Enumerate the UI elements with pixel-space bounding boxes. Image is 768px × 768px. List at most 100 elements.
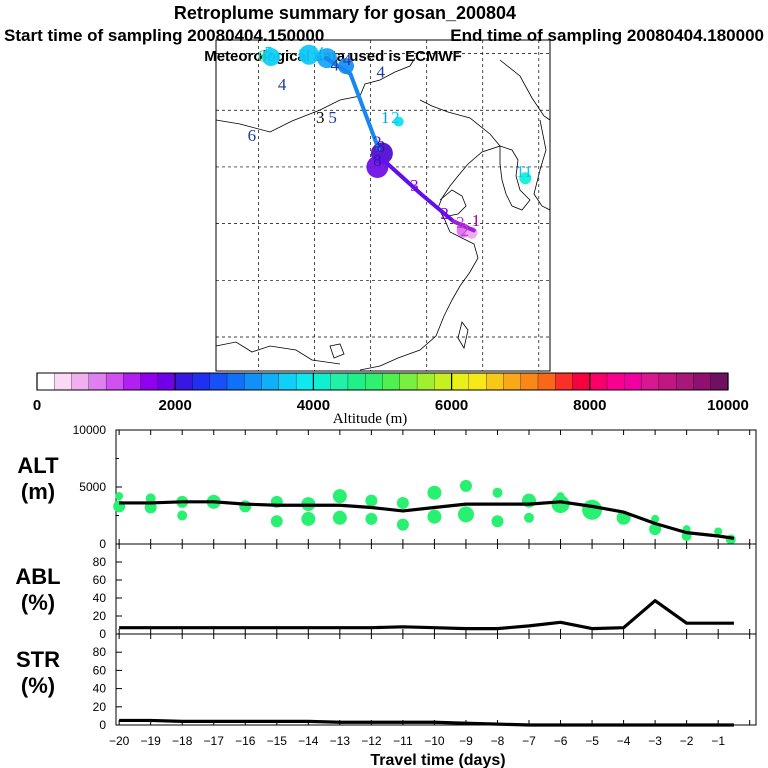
map-day-label: 1 [472,211,481,230]
colorbar-cell [434,372,453,391]
colorbar-tick-label: 10000 [707,397,749,414]
colorbar-cell [192,372,211,391]
map-day-label: 4 [316,43,325,62]
x-tick-label: −17 [204,734,225,748]
altitude-scatter-point [492,487,503,498]
colorbar-cell [416,372,435,391]
x-tick-label: −11 [393,734,413,748]
colorbar-cell [295,372,314,391]
colorbar-tick-label: 8000 [573,397,606,414]
map-day-label: 4 [331,56,340,75]
map-day-label: 3 [316,108,325,127]
plume-cluster-blob [299,44,320,65]
x-tick-label: −4 [617,734,631,748]
plume-cluster-blob [261,48,280,67]
altitude-scatter-point [396,518,409,531]
colorbar-cell [641,372,660,391]
abl-panel: 80 60 40 20 0 [93,543,757,641]
colorbar-cell [658,372,677,391]
russia-coast [499,59,551,121]
altitude-colorbar: 0 2000 4000 6000 8000 10000 Altitude (m) [33,372,749,427]
plume-cluster-blob [519,172,532,185]
alt-panel-unit: (m) [21,479,55,504]
map-day-label: 5 [264,43,273,62]
colorbar-cell [520,372,539,391]
alt-panel-label: ALT [17,453,59,478]
map-day-label: 3 [410,176,419,195]
colorbar-cell [157,372,176,391]
inland-border [215,341,341,365]
x-tick-label: −20 [109,734,130,748]
map-day-label: 11 [516,162,532,181]
start-time: Start time of sampling 20080404.150000 [4,26,324,45]
x-tick-label: −15 [267,734,288,748]
colorbar-cell [261,372,280,391]
altitude-scatter-point [491,515,504,528]
alt-y-tick-label: 0 [99,537,106,551]
altitude-scatter-point [365,512,378,525]
colorbar-cell [624,372,643,391]
colorbar-cell [710,372,729,391]
x-tick-label: −1 [711,734,725,748]
colorbar-cell [88,372,107,391]
x-tick-label: −13 [330,734,351,748]
colorbar-cell [606,372,625,391]
colorbar-cell [399,372,418,391]
map-day-label: 2 [456,213,465,232]
japan-coast [533,119,551,211]
str-y-tick-label: 0 [99,718,106,732]
altitude-scatter-point [115,492,124,501]
map-gridlines [216,40,550,371]
x-tick-label: −3 [648,734,662,748]
alt-series-line [119,500,735,540]
altitude-scatter-point [524,512,535,523]
colorbar-cell [71,372,90,391]
str-y-tick-label: 20 [93,700,107,714]
map-day-label: 2 [391,108,400,127]
x-tick-label: −6 [554,734,568,748]
str-panel-frame [115,633,757,726]
trajectory-segment-north [323,56,381,151]
x-tick-label: −16 [235,734,256,748]
colorbar-cell [278,372,297,391]
altitude-scatter-point [145,493,156,504]
str-panel-unit: (%) [21,673,55,698]
colorbar-cell [105,372,124,391]
colorbar-cell [589,372,608,391]
map-day-label: 8 [377,137,386,156]
altitude-scatter-point [651,514,660,523]
altitude-scatter-point [551,495,570,514]
x-tick-label: −10 [424,734,445,748]
altitude-scatter-point [714,527,723,536]
x-axis-label: Travel time (days) [370,752,505,768]
colorbar-cell [485,372,504,391]
abl-panel-frame [115,543,757,635]
str-series-line [119,718,734,727]
map-day-label: 6 [248,126,257,145]
colorbar-cell [693,372,712,391]
str-panel-label: STR [16,647,60,672]
x-tick-label: −14 [298,734,319,748]
x-tick-label: −2 [680,734,694,748]
colorbar-cell [175,372,194,391]
colorbar-cell [226,372,245,391]
str-y-tick-label: 80 [93,645,107,659]
map-day-label: 8 [373,151,382,170]
map-frame [215,39,551,372]
trajectory-segment-south [451,219,476,233]
colorbar-tick-label: 6000 [435,397,468,414]
colorbar-cell [244,372,263,391]
x-tick-label: −18 [172,734,193,748]
map-day-label: 5 [298,45,307,64]
alt-panel: 10000 5000 0 [73,423,757,551]
map-day-label: 2 [461,221,470,240]
hainan-island [329,343,345,359]
altitude-scatter-point [457,506,474,523]
altitude-scatter-point [365,494,378,507]
colorbar-label: Altitude (m) [333,411,408,427]
str-y-tick-label: 40 [93,682,107,696]
